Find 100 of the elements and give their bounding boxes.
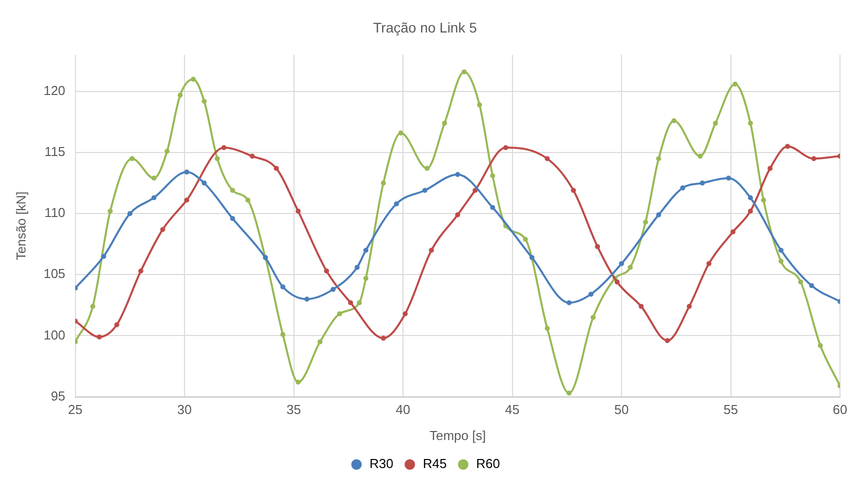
x-tick-label: 55 — [724, 402, 738, 418]
point — [356, 300, 362, 306]
legend-label: R30 — [369, 456, 394, 472]
point — [422, 188, 428, 193]
point — [428, 248, 434, 253]
point — [809, 283, 814, 288]
x-tick-label: 45 — [505, 402, 520, 418]
point — [221, 145, 226, 150]
point — [130, 156, 135, 162]
point — [304, 296, 310, 302]
y-tick-label: 95 — [50, 388, 66, 404]
point — [317, 339, 322, 344]
point — [245, 198, 250, 203]
point — [138, 268, 144, 274]
x-tick-label: 35 — [286, 402, 302, 418]
point — [402, 311, 408, 316]
line-series — [75, 144, 840, 344]
x-tick-label: 50 — [614, 402, 629, 418]
point — [785, 144, 790, 149]
point — [184, 198, 190, 203]
point — [706, 261, 712, 266]
point — [566, 390, 572, 396]
y-tick-label: 110 — [44, 205, 66, 220]
point — [250, 154, 255, 159]
point — [643, 220, 648, 225]
point — [726, 176, 732, 181]
point — [280, 332, 286, 338]
y-axis-title: Tensão [kN] — [13, 191, 28, 260]
point — [566, 300, 572, 306]
point — [190, 76, 196, 82]
point — [202, 180, 207, 186]
point — [503, 145, 508, 150]
point — [380, 336, 386, 341]
point — [748, 195, 753, 200]
point — [570, 188, 576, 193]
point — [296, 380, 301, 385]
point — [700, 180, 705, 186]
point — [656, 212, 662, 218]
point — [214, 156, 220, 162]
y-tick-label: 115 — [44, 144, 66, 160]
point — [101, 254, 106, 259]
x-tick-label: 40 — [396, 402, 410, 418]
point — [96, 334, 102, 340]
point — [730, 229, 736, 234]
point — [337, 311, 342, 316]
point — [594, 244, 600, 250]
point — [330, 286, 336, 292]
point — [442, 120, 448, 126]
point — [522, 236, 528, 242]
point — [151, 195, 156, 200]
point — [455, 212, 460, 218]
point — [664, 338, 670, 344]
x-axis-title: Tempo [s] — [429, 428, 486, 443]
point — [394, 201, 399, 206]
point — [544, 156, 550, 162]
point — [698, 154, 703, 159]
point — [114, 322, 120, 328]
point — [748, 208, 753, 214]
point — [202, 98, 207, 104]
point — [462, 69, 467, 74]
point — [151, 176, 156, 181]
legend-label: R60 — [476, 456, 500, 472]
point — [798, 279, 804, 284]
point — [274, 166, 279, 171]
point — [778, 258, 784, 264]
point — [748, 120, 753, 126]
y-tick-label: 100 — [44, 327, 66, 342]
point — [656, 156, 662, 162]
point — [363, 276, 368, 281]
x-tick-label: 30 — [177, 402, 192, 418]
chart-title: Tração no Link 5 — [373, 19, 478, 36]
point — [354, 264, 360, 270]
point — [671, 118, 676, 124]
point — [818, 343, 823, 348]
point — [296, 208, 301, 214]
point — [490, 204, 496, 210]
point — [778, 248, 784, 253]
point — [590, 314, 596, 320]
point — [90, 304, 96, 309]
point — [108, 208, 113, 214]
y-tick-label: 120 — [44, 83, 66, 98]
point — [348, 300, 354, 306]
point — [811, 156, 816, 162]
point — [712, 120, 718, 126]
point — [732, 82, 738, 87]
point — [164, 148, 170, 154]
point — [476, 102, 482, 108]
point — [380, 180, 386, 186]
point — [686, 304, 692, 309]
legend-label: R45 — [422, 456, 447, 472]
point — [768, 166, 773, 171]
line-series — [75, 170, 840, 306]
point — [455, 172, 460, 177]
x-tick-label: 25 — [68, 402, 83, 418]
y-tick-label: 105 — [44, 266, 66, 282]
point — [178, 92, 183, 98]
point — [529, 255, 534, 260]
point — [324, 268, 330, 274]
point — [280, 284, 286, 290]
point — [160, 226, 166, 232]
